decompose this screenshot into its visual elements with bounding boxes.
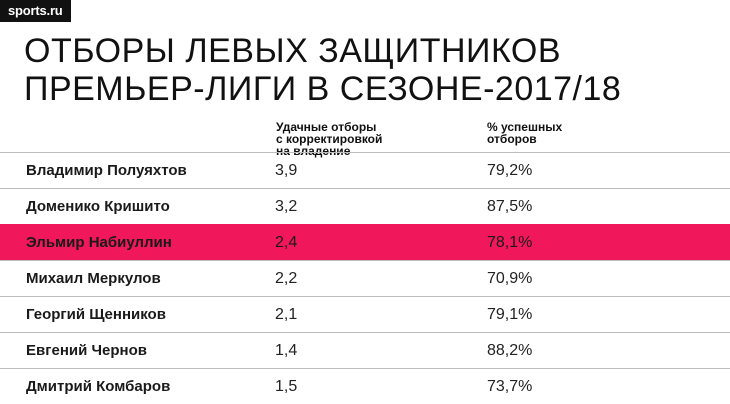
player-name: Эльмир Набиуллин <box>26 234 172 251</box>
title-line-1: ОТБОРЫ ЛЕВЫХ ЗАЩИТНИКОВ <box>24 32 562 70</box>
column-header-percent: % успешных отборов <box>487 121 607 145</box>
table-row: Георгий Щенников 2,1 79,1% <box>0 296 730 332</box>
tackles-value: 2,1 <box>275 306 298 323</box>
percent-value: 70,9% <box>487 270 533 287</box>
column-header-tackles: Удачные отборы с корректировкой на владе… <box>276 121 426 157</box>
page-title: ОТБОРЫ ЛЕВЫХ ЗАЩИТНИКОВ ПРЕМЬЕР-ЛИГИ В С… <box>24 32 621 108</box>
table-row: Владимир Полуяхтов 3,9 79,2% <box>0 152 730 188</box>
table-row: Дмитрий Комбаров 1,5 73,7% <box>0 368 730 404</box>
title-line-2: ПРЕМЬЕР-ЛИГИ В СЕЗОНЕ-2017/18 <box>24 70 622 108</box>
tackles-value: 3,2 <box>275 198 298 215</box>
player-name: Доменико Кришито <box>26 198 170 215</box>
percent-value: 87,5% <box>487 198 533 215</box>
tackles-value: 2,2 <box>275 270 298 287</box>
player-name: Владимир Полуяхтов <box>26 162 187 179</box>
table-row-highlighted: Эльмир Набиуллин 2,4 78,1% <box>0 224 730 260</box>
tackles-value: 2,4 <box>275 234 298 251</box>
percent-value: 79,1% <box>487 306 533 323</box>
tackles-value: 1,5 <box>275 378 298 395</box>
column-header-tackles-line: на владение <box>276 144 351 158</box>
column-header-tackles-line: с корректировкой <box>276 132 383 146</box>
percent-value: 73,7% <box>487 378 533 395</box>
column-header-tackles-line: Удачные отборы <box>276 120 377 134</box>
player-name: Михаил Меркулов <box>26 270 161 287</box>
column-header-percent-line: % успешных <box>487 120 563 134</box>
tackles-value: 3,9 <box>275 162 298 179</box>
percent-value: 78,1% <box>487 234 533 251</box>
table-row: Михаил Меркулов 2,2 70,9% <box>0 260 730 296</box>
table-row: Евгений Чернов 1,4 88,2% <box>0 332 730 368</box>
player-name: Евгений Чернов <box>26 342 147 359</box>
percent-value: 79,2% <box>487 162 533 179</box>
tackles-value: 1,4 <box>275 342 298 359</box>
stats-table: Владимир Полуяхтов 3,9 79,2% Доменико Криши… <box>0 152 730 404</box>
player-name: Георгий Щенников <box>26 306 166 323</box>
column-header-percent-line: отборов <box>487 132 537 146</box>
table-row: Доменико Кришито 3,2 87,5% <box>0 188 730 224</box>
logo-text: sports.ru <box>8 3 63 18</box>
percent-value: 88,2% <box>487 342 533 359</box>
sports-ru-logo: sports.ru <box>0 0 71 22</box>
player-name: Дмитрий Комбаров <box>26 378 171 395</box>
